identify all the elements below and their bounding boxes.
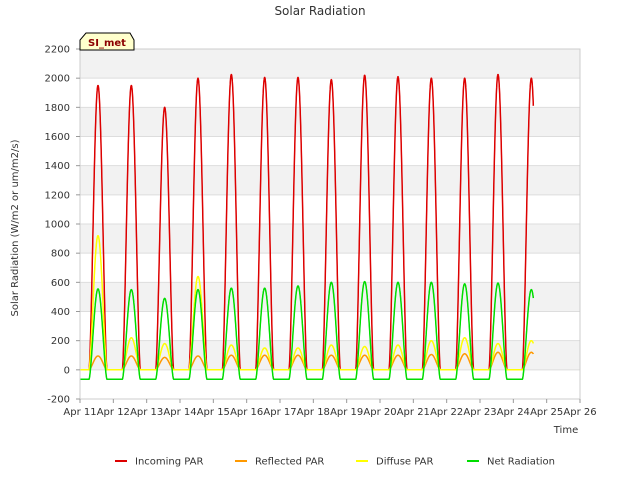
y-tick-label: 2200 bbox=[45, 45, 70, 56]
plot-band bbox=[80, 311, 580, 341]
x-tick-label: Apr 16 bbox=[230, 407, 263, 418]
y-tick-label: 0 bbox=[64, 365, 70, 376]
chart-title: Solar Radiation bbox=[274, 4, 365, 18]
x-tick-label: Apr 20 bbox=[363, 407, 396, 418]
x-tick-label: Apr 12 bbox=[97, 407, 130, 418]
legend-label: Incoming PAR bbox=[135, 457, 204, 468]
x-tick-label: Apr 17 bbox=[263, 407, 296, 418]
legend-label: Diffuse PAR bbox=[376, 457, 433, 468]
x-axis-title: Time bbox=[553, 425, 578, 436]
x-tick-label: Apr 23 bbox=[463, 407, 496, 418]
x-tick-label: Apr 13 bbox=[130, 407, 163, 418]
chart-legend: Incoming PAR Reflected PAR Diffuse PAR Net … bbox=[115, 457, 555, 468]
plot-band bbox=[80, 369, 580, 399]
y-tick-label: 1400 bbox=[45, 161, 70, 172]
y-tick-label: -200 bbox=[47, 395, 70, 406]
x-tick-label: Apr 21 bbox=[397, 407, 430, 418]
y-tick-label: 2000 bbox=[45, 74, 70, 85]
x-tick-label: Apr 15 bbox=[197, 407, 230, 418]
x-tick-label: Apr 25 bbox=[530, 407, 563, 418]
plot-band bbox=[80, 49, 580, 79]
plot-band bbox=[80, 194, 580, 224]
site-badge: SI_met bbox=[79, 32, 135, 51]
y-tick-label: 200 bbox=[51, 336, 70, 347]
series-line-net-radiation bbox=[79, 280, 535, 381]
x-tick-label: Apr 18 bbox=[297, 407, 330, 418]
plot-band bbox=[80, 136, 580, 166]
x-axis-ticks: Apr 11 Apr 12 Apr 13 Apr 14 Apr 15 Apr 16 Apr … bbox=[63, 399, 597, 418]
x-tick-label: Apr 19 bbox=[330, 407, 363, 418]
x-tick-label: Apr 26 bbox=[563, 407, 596, 418]
plot-band bbox=[80, 224, 580, 254]
y-tick-label: 400 bbox=[51, 307, 70, 318]
y-tick-label: 1000 bbox=[45, 220, 70, 231]
y-axis-ticks: -200 0 200 400 600 800 1000 1200 1400 1600 1800 200… bbox=[45, 45, 80, 406]
y-axis-title: Solar Radiation (W/m2 or um/m2/s) bbox=[10, 139, 21, 316]
y-tick-label: 1200 bbox=[45, 190, 70, 201]
legend-label: Net Radiation bbox=[487, 457, 555, 468]
site-badge-box bbox=[79, 32, 135, 51]
y-tick-label: 800 bbox=[51, 249, 70, 260]
plot-band bbox=[80, 165, 580, 195]
x-tick-label: Apr 24 bbox=[497, 407, 530, 418]
y-tick-label: 1600 bbox=[45, 132, 70, 143]
site-badge-label: SI_met bbox=[88, 38, 126, 49]
plot-band bbox=[80, 107, 580, 137]
y-tick-label: 1800 bbox=[45, 103, 70, 114]
legend-label: Reflected PAR bbox=[255, 457, 324, 468]
series-layer bbox=[79, 73, 535, 381]
x-tick-label: Apr 14 bbox=[163, 407, 196, 418]
x-tick-label: Apr 11 bbox=[63, 407, 96, 418]
plot-bands bbox=[80, 49, 580, 399]
plot-band bbox=[80, 253, 580, 283]
x-tick-label: Apr 22 bbox=[430, 407, 463, 418]
y-tick-label: 600 bbox=[51, 278, 70, 289]
